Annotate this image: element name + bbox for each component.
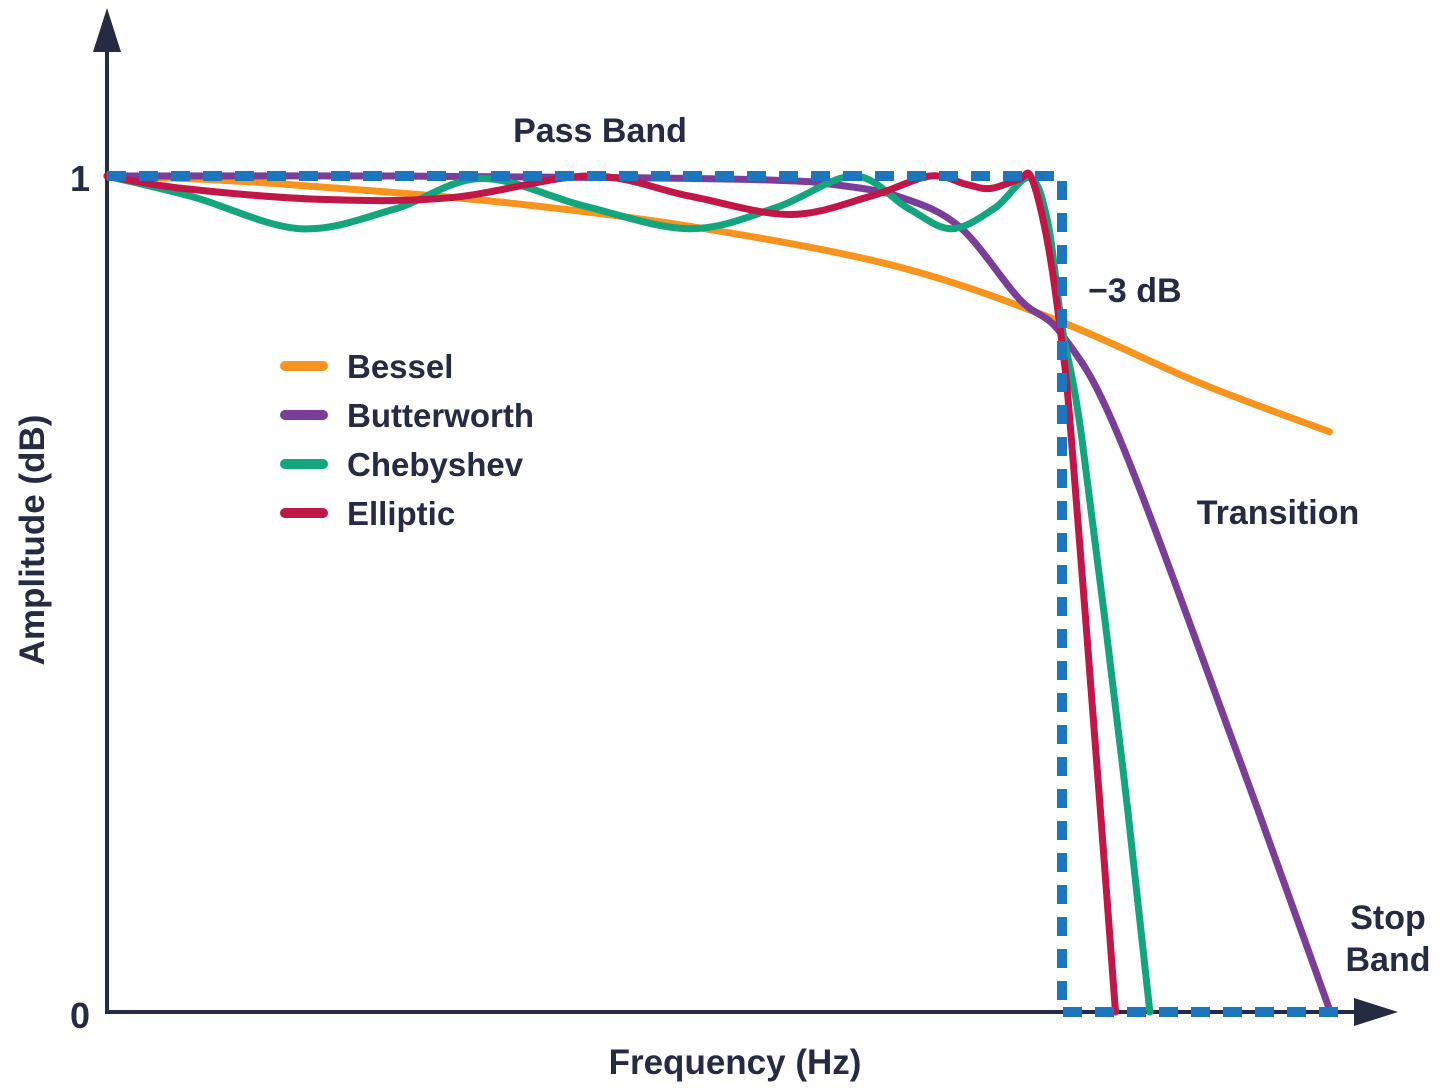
chebyshev-curve [103,172,1154,1016]
legend-item-elliptic: Elliptic [280,495,455,532]
y-tick-1: 1 [70,158,90,199]
legend-item-butterworth: Butterworth [280,397,534,434]
legend-item-chebyshev: Chebyshev [280,446,524,483]
legend-label-elliptic: Elliptic [347,495,455,532]
stop-band-label-line2: Band [1346,941,1431,979]
transition-label: Transition [1197,494,1359,532]
bessel-swatch [280,361,328,371]
ideal-response-dashed-line [107,171,1345,1017]
x-axis-arrow-icon [1354,998,1398,1026]
legend: Bessel Butterworth Chebyshev Elliptic [280,348,534,532]
y-axis-label: Amplitude (dB) [13,415,52,666]
y-axis-arrow-icon [93,8,121,52]
x-axis-label: Frequency (Hz) [609,1043,862,1082]
elliptic-swatch [280,508,328,518]
legend-item-bessel: Bessel [280,348,453,385]
axes: 1 0 Amplitude (dB) Frequency (Hz) [13,8,1398,1082]
annotations: Pass Band −3 dB Transition Stop Band [513,112,1430,979]
legend-label-butterworth: Butterworth [347,397,534,434]
elliptic-curve [103,169,1119,1016]
y-tick-0: 0 [70,995,90,1036]
stop-band-label-line1: Stop [1350,899,1426,937]
pass-band-label: Pass Band [513,112,687,150]
minus-3db-label: −3 dB [1088,272,1182,310]
chebyshev-swatch [280,459,328,469]
butterworth-swatch [280,410,328,420]
legend-label-chebyshev: Chebyshev [347,446,524,483]
legend-label-bessel: Bessel [347,348,453,385]
